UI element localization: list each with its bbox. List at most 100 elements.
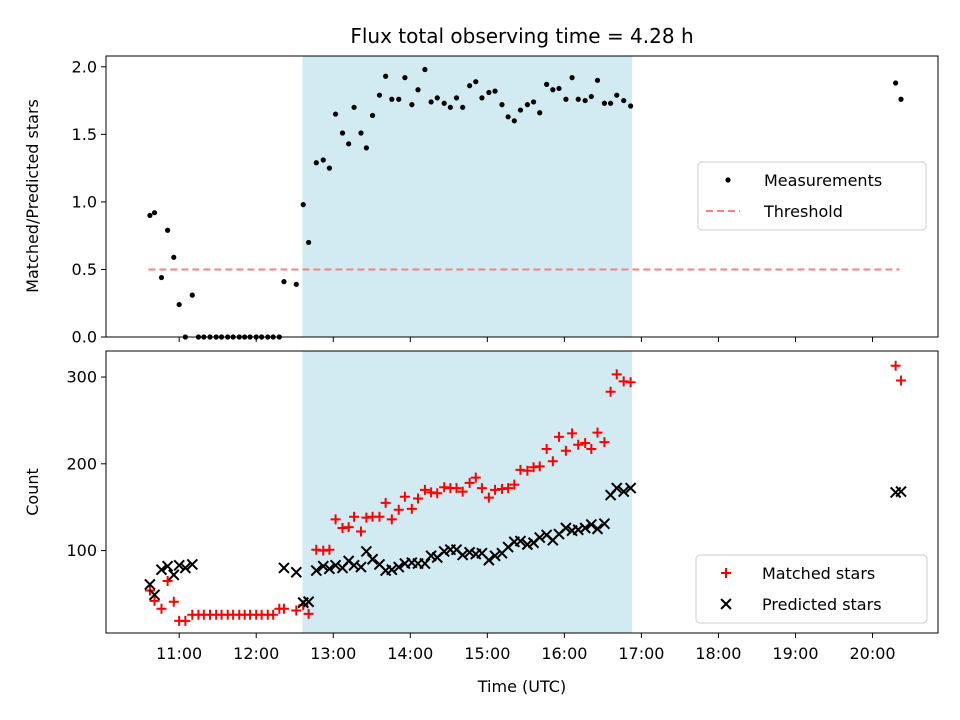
data-point xyxy=(329,559,342,572)
data-point xyxy=(509,479,520,490)
data-point xyxy=(567,428,578,439)
legend-box xyxy=(697,161,927,231)
data-point xyxy=(326,165,333,171)
data-point xyxy=(149,595,160,606)
observing-window-span xyxy=(302,56,633,337)
data-point xyxy=(281,279,287,285)
data-point xyxy=(563,96,569,102)
y-tick-label: 2.0 xyxy=(72,57,97,76)
data-point xyxy=(346,141,352,147)
data-point xyxy=(573,439,584,450)
data-point xyxy=(323,563,336,575)
data-point xyxy=(180,615,191,626)
data-point xyxy=(415,87,421,93)
data-point xyxy=(173,559,185,572)
data-point xyxy=(158,274,165,281)
legend-box xyxy=(695,554,928,624)
axes-frame xyxy=(105,350,939,634)
data-point xyxy=(522,465,533,476)
data-point xyxy=(456,549,469,561)
data-point xyxy=(447,104,453,110)
data-point xyxy=(147,212,153,219)
data-point xyxy=(890,360,901,371)
data-point xyxy=(579,522,591,534)
data-point xyxy=(534,461,545,472)
data-point xyxy=(330,514,341,525)
data-point xyxy=(332,111,339,117)
data-point xyxy=(339,130,346,136)
legend-label: Measurements xyxy=(764,171,882,190)
legend-marker xyxy=(725,177,731,183)
data-point xyxy=(383,73,389,79)
data-point xyxy=(553,431,564,442)
data-point xyxy=(310,564,323,577)
data-point xyxy=(360,545,373,558)
data-point xyxy=(343,522,354,533)
x-tick-label: 19:00 xyxy=(772,644,818,663)
legend: Matched stars Predicted stars xyxy=(695,554,928,624)
data-point xyxy=(293,281,299,287)
y-tick-label: 1.0 xyxy=(72,192,97,211)
data-point xyxy=(625,377,636,388)
data-point xyxy=(550,87,556,93)
data-point xyxy=(464,477,475,488)
data-point xyxy=(189,292,195,298)
data-point xyxy=(151,210,158,216)
data-point xyxy=(601,100,608,106)
legend-marker xyxy=(720,598,732,610)
data-point xyxy=(402,75,408,81)
data-point xyxy=(396,96,402,102)
y-tick-label: 0.5 xyxy=(72,260,97,279)
data-point xyxy=(575,96,581,102)
data-point xyxy=(607,100,614,106)
data-point xyxy=(556,85,562,92)
data-point xyxy=(530,99,537,105)
data-point xyxy=(291,605,302,616)
data-point xyxy=(580,437,591,448)
data-point xyxy=(598,517,611,530)
data-point xyxy=(409,102,415,108)
data-point xyxy=(893,80,899,86)
data-point xyxy=(898,96,904,102)
data-point xyxy=(168,569,180,581)
x-tick-label: 17:00 xyxy=(618,644,664,663)
y-axis-label: Count xyxy=(23,468,42,516)
data-point xyxy=(499,102,505,108)
data-point xyxy=(389,96,395,102)
data-point xyxy=(268,609,279,620)
data-point xyxy=(517,107,524,113)
data-point xyxy=(489,550,501,562)
data-point xyxy=(413,493,423,504)
data-point xyxy=(572,524,584,536)
data-point xyxy=(534,531,546,544)
data-point xyxy=(896,375,907,386)
data-point xyxy=(432,488,443,499)
data-point xyxy=(483,492,494,503)
data-point xyxy=(355,561,367,573)
data-point xyxy=(451,483,462,494)
series-measurements xyxy=(147,66,904,340)
data-point xyxy=(441,100,447,106)
x-tick-label: 12:00 xyxy=(233,644,279,663)
data-point xyxy=(541,444,552,455)
data-point xyxy=(386,563,398,576)
data-point xyxy=(547,456,558,467)
data-point xyxy=(148,589,161,601)
data-point xyxy=(594,77,601,83)
data-point xyxy=(376,92,383,98)
data-point xyxy=(393,561,405,573)
data-point xyxy=(453,95,460,101)
data-point xyxy=(168,596,179,607)
data-point xyxy=(406,503,417,514)
legend: Measurements Threshold xyxy=(697,161,927,231)
data-point xyxy=(317,560,329,572)
x-tick-label: 14:00 xyxy=(387,644,433,663)
data-point xyxy=(544,81,550,87)
data-point xyxy=(278,562,290,574)
x-tick-label: 15:00 xyxy=(464,644,510,663)
data-point xyxy=(161,560,174,572)
data-point xyxy=(303,608,314,619)
data-point xyxy=(156,603,167,614)
data-point xyxy=(393,504,404,515)
data-point xyxy=(467,83,473,89)
